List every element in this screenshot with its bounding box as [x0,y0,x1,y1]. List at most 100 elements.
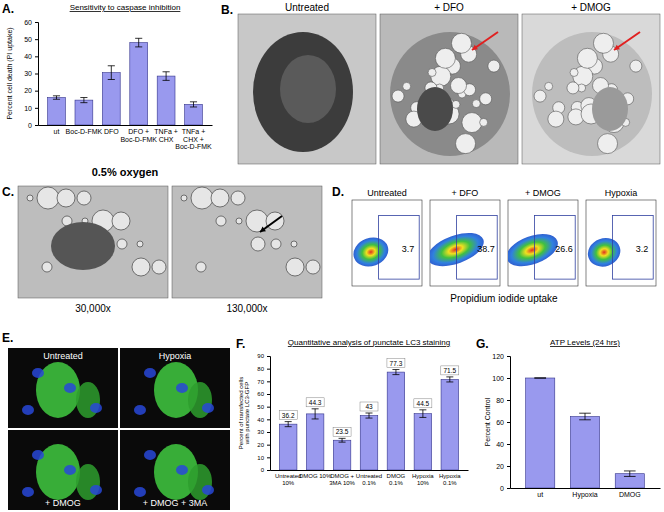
y-tick-label: 10 [24,105,32,112]
vacuole [577,48,597,68]
y-tick-mark [507,400,510,401]
arrow-shaft [614,32,640,50]
bar [570,417,599,489]
y-tick-label: 40 [496,441,504,448]
vesicle [42,262,52,272]
error-cap [285,426,292,427]
y-tick: 10 [24,105,38,112]
error-cap [392,374,399,375]
y-axis-title: Percent of transfected cellswith punctat… [238,377,251,449]
nucleus [64,465,76,475]
y-tick: 80 [496,397,510,404]
x-axis-line [511,488,661,489]
gate [379,215,420,279]
error-cap [135,38,142,39]
y-tick-mark [35,74,38,75]
y-tick: 40 [257,417,270,423]
y-tick-mark [35,56,38,57]
error-stem [369,413,370,418]
x-axis: Untreated10%DMOG 10%DMOG +3MA 10%Untreat… [271,470,469,486]
error-cap [108,79,115,80]
vacuole [451,78,467,94]
data-label: 71.5 [443,367,456,374]
image-caption: Untreated [43,351,83,361]
y-tick: 0 [500,485,510,492]
x-tick: Untreated10% [275,470,301,486]
chart-subtitle: 0.5% oxygen [92,166,159,178]
vacuole [593,33,613,53]
error-cap [339,438,346,439]
nucleus [134,487,146,497]
error-cap [53,99,60,100]
bar [185,104,203,125]
image-frame [120,430,230,510]
error-bar [108,66,115,80]
error-cap [312,418,319,419]
y-tick-mark [267,432,270,433]
nucleus [22,487,34,497]
x-tick: DFO +Boc-D-FMK [120,125,157,143]
vacuole [451,33,471,53]
data-label-box [306,398,324,407]
flow-plot: 26.6 [502,200,578,286]
error-stem [342,438,343,442]
chart-title: Sensitivity to caspase inhibition [70,3,181,12]
error-cap [108,65,115,66]
panel-label: C. [2,185,14,199]
y-tick-label: 100 [492,375,504,382]
error-bar [135,38,142,47]
y-tick-mark [507,422,510,423]
y-tick-mark [507,488,510,489]
error-cap [579,419,591,420]
vacuole [480,118,488,126]
error-bar [312,409,319,419]
arrow-shaft [260,216,282,232]
y-tick-label: 80 [496,397,504,404]
vacuole [534,90,546,102]
nucleus [32,368,44,378]
bar [279,424,297,470]
nucleus [280,55,336,123]
nucleus [22,405,34,415]
error-cap [80,97,87,98]
error-cap [534,378,546,379]
error-cap [190,106,197,107]
y-tick-label: 30 [24,70,32,77]
x-tick: Boc-D-FMK [66,125,103,135]
vesicle [117,239,127,249]
error-stem [56,96,57,99]
y-tick-mark [267,445,270,446]
vesicle [306,260,320,274]
flow-plot: 3.7 [349,200,422,286]
x-tick-label: DMOG0.1% [387,473,406,486]
panel-label: D. [332,185,344,199]
x-tick-label: DMOG [619,491,641,498]
y-axis: 020406080100120 [492,353,510,492]
em-image [380,14,518,164]
image-frame [8,348,118,428]
error-stem [315,409,316,419]
fluorescence-image [120,430,230,510]
image-caption: + DMOG + 3MA [143,498,208,508]
bar [387,372,405,470]
x-tick-label: TNFa +CHX +Boc-D-FMK [175,128,212,150]
error-bar [285,422,292,427]
vacuole [548,111,564,127]
x-tick-label: DMOG +3MA 10% [329,473,355,486]
plot-title: Untreated [367,188,407,198]
error-bar [80,98,87,103]
error-cap [135,46,142,47]
image-caption: Untreated [285,2,329,13]
y-axis: 0102030405060708090 [257,353,270,473]
x-tick-label: Hypoxia [572,491,597,499]
error-cap [446,381,453,382]
y-tick-mark [35,22,38,23]
bar [441,379,459,470]
x-axis: utBoc-D-FMKDFODFO +Boc-D-FMKTNFa +CHXTNF… [39,125,213,150]
y-tick-label: 20 [496,463,504,470]
vacuole [545,82,553,90]
y-tick-label: 80 [257,366,264,372]
error-bar [392,370,399,375]
y-tick-mark [267,457,270,458]
panel-b: B.Untreated+ DFO+ DMOG [221,2,660,164]
